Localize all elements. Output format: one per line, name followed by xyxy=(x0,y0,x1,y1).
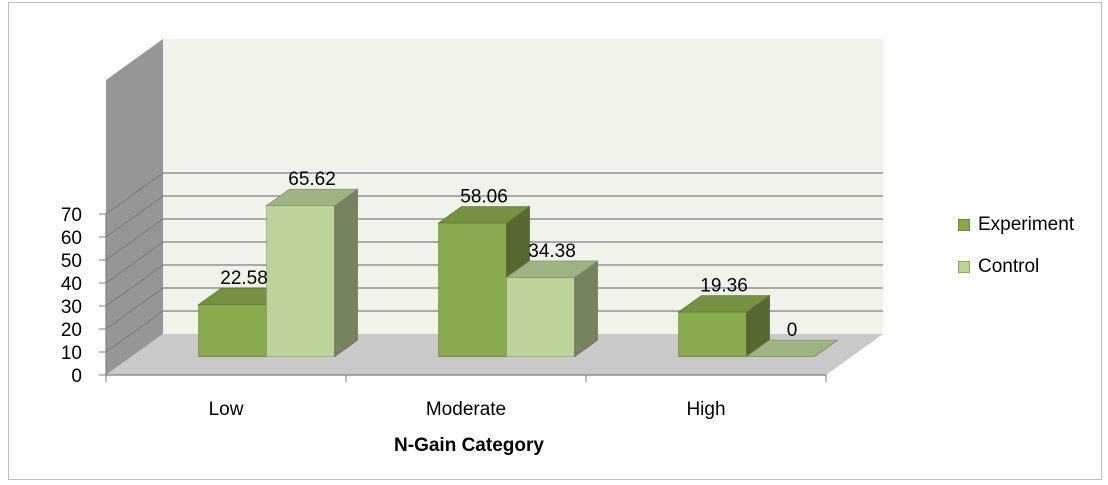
x-tick-label: Low xyxy=(209,399,244,420)
legend-item-experiment: Experiment xyxy=(958,214,1074,236)
gridline xyxy=(105,195,883,238)
chart-side-wall xyxy=(106,39,163,375)
legend-item-control: Control xyxy=(958,256,1074,278)
data-labels: 22.58 65.62 58.06 34.38 19.36 0 xyxy=(220,169,797,341)
gridline xyxy=(105,218,883,261)
gridline xyxy=(105,241,883,284)
data-label: 19.36 xyxy=(700,276,748,297)
chart-frame xyxy=(8,2,1102,480)
gridline xyxy=(105,287,883,330)
bar-control-high xyxy=(745,339,839,357)
y-tick-label: 10 xyxy=(61,343,82,364)
gridlines xyxy=(105,172,883,353)
data-label: 58.06 xyxy=(460,187,508,208)
bar-control-moderate xyxy=(505,260,599,358)
legend-label-experiment: Experiment xyxy=(978,214,1075,235)
legend-label-control: Control xyxy=(978,256,1040,277)
y-tick-label: 60 xyxy=(61,228,82,249)
gridline xyxy=(105,172,883,215)
y-tick-label: 40 xyxy=(61,274,82,295)
x-axis-title: N-Gain Category xyxy=(394,435,544,456)
gridline xyxy=(105,310,883,353)
legend: Experiment Control xyxy=(958,214,1074,298)
bars xyxy=(197,188,839,358)
data-label: 65.62 xyxy=(288,169,336,190)
gridline xyxy=(105,264,883,307)
axes xyxy=(99,213,827,382)
legend-swatch-control xyxy=(958,261,970,273)
x-tick-label: High xyxy=(686,399,725,420)
y-tick-label: 20 xyxy=(61,320,82,341)
bar-experiment-high xyxy=(677,294,771,358)
x-tick-labels: Low Moderate High xyxy=(209,399,726,420)
x-tick-label: Moderate xyxy=(426,399,506,420)
bar-control-low xyxy=(265,188,359,358)
data-label: 22.58 xyxy=(220,268,268,289)
y-tick-label: 50 xyxy=(61,251,82,272)
y-tick-label: 70 xyxy=(61,205,82,226)
data-label: 34.38 xyxy=(528,241,576,262)
legend-swatch-experiment xyxy=(958,219,970,231)
y-tick-label: 0 xyxy=(71,366,82,387)
data-label: 0 xyxy=(787,320,798,341)
y-tick-label: 30 xyxy=(61,297,82,318)
